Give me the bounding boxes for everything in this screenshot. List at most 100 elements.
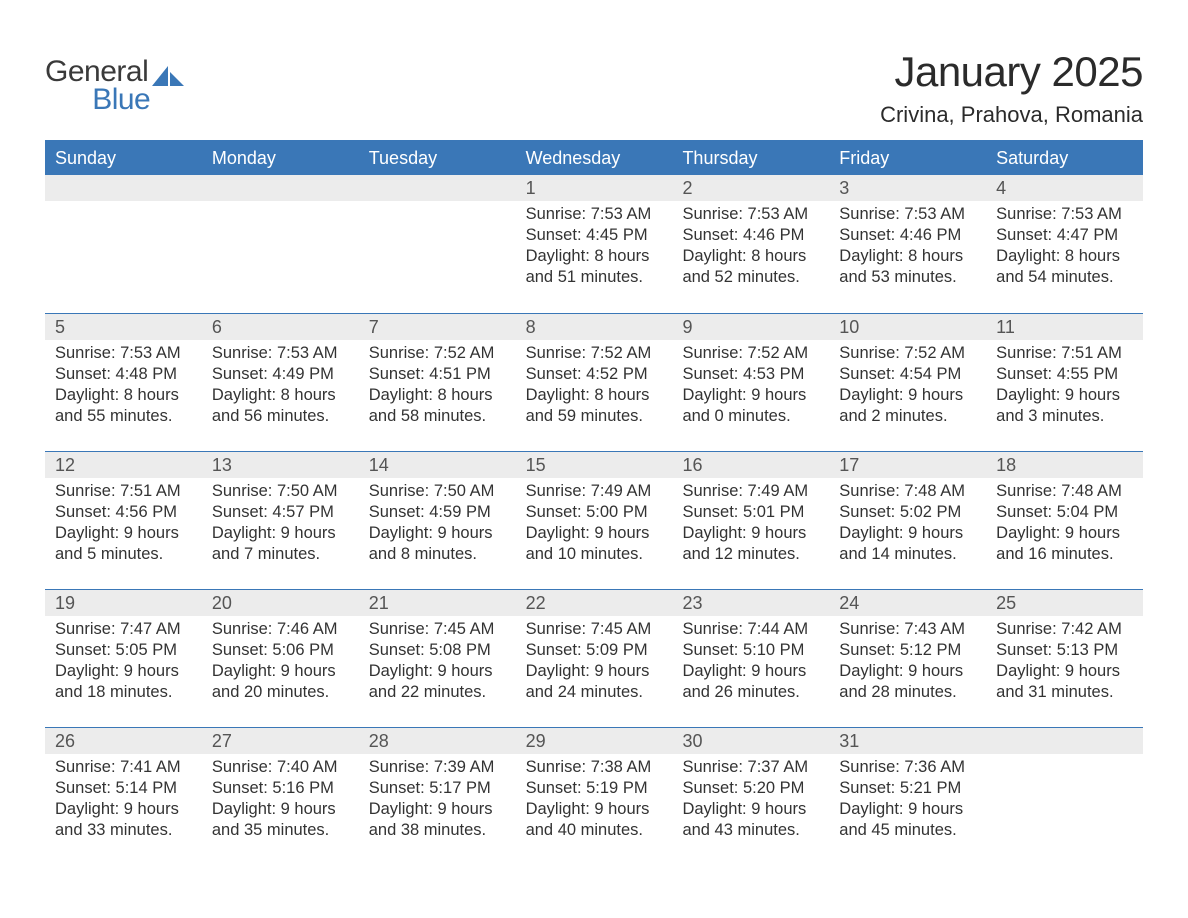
day-cell: 4Sunrise: 7:53 AMSunset: 4:47 PMDaylight… bbox=[986, 175, 1143, 313]
day-number: 30 bbox=[672, 728, 829, 754]
day-sunrise: Sunrise: 7:53 AM bbox=[996, 204, 1135, 225]
day-cell bbox=[986, 728, 1143, 865]
day-sunset: Sunset: 4:56 PM bbox=[55, 502, 194, 523]
day-number: 19 bbox=[45, 590, 202, 616]
day-dl1: Daylight: 9 hours bbox=[55, 661, 194, 682]
day-cell: 11 Sunrise: 7:51 AMSunset: 4:55 PMDayligh… bbox=[986, 314, 1143, 451]
day-dl2: and 45 minutes. bbox=[839, 820, 978, 841]
day-info: Sunrise: 7:48 AMSunset: 5:02 PMDaylight:… bbox=[839, 481, 978, 565]
day-dl1: Daylight: 9 hours bbox=[682, 523, 821, 544]
day-sunset: Sunset: 5:06 PM bbox=[212, 640, 351, 661]
day-sunrise: Sunrise: 7:52 AM bbox=[682, 343, 821, 364]
day-number: 17 bbox=[829, 452, 986, 478]
day-number: 23 bbox=[672, 590, 829, 616]
day-sunrise: Sunrise: 7:36 AM bbox=[839, 757, 978, 778]
day-number: 8 bbox=[516, 314, 673, 340]
day-cell: 20 Sunrise: 7:46 AMSunset: 5:06 PMDayligh… bbox=[202, 590, 359, 727]
day-cell: 19Sunrise: 7:47 AMSunset: 5:05 PMDayligh… bbox=[45, 590, 202, 727]
day-dl2: and 35 minutes. bbox=[212, 820, 351, 841]
day-cell: 9Sunrise: 7:52 AMSunset: 4:53 PMDaylight… bbox=[672, 314, 829, 451]
day-number: 31 bbox=[829, 728, 986, 754]
day-number: 11 bbox=[986, 314, 1143, 340]
day-number: 21 bbox=[359, 590, 516, 616]
day-number: 6 bbox=[202, 314, 359, 340]
day-sunrise: Sunrise: 7:47 AM bbox=[55, 619, 194, 640]
day-dl1: Daylight: 8 hours bbox=[212, 385, 351, 406]
day-sunset: Sunset: 4:46 PM bbox=[682, 225, 821, 246]
day-number: 27 bbox=[202, 728, 359, 754]
day-number bbox=[202, 175, 359, 201]
day-cell: 26 Sunrise: 7:41 AMSunset: 5:14 PMDayligh… bbox=[45, 728, 202, 865]
day-number bbox=[45, 175, 202, 201]
day-dl2: and 12 minutes. bbox=[682, 544, 821, 565]
day-dl1: Daylight: 8 hours bbox=[55, 385, 194, 406]
day-number: 10 bbox=[829, 314, 986, 340]
weekday-header-cell: Friday bbox=[829, 142, 986, 175]
day-number: 20 bbox=[202, 590, 359, 616]
month-title: January 2025 bbox=[880, 48, 1143, 96]
day-dl1: Daylight: 8 hours bbox=[839, 246, 978, 267]
day-info: Sunrise: 7:38 AMSunset: 5:19 PMDaylight:… bbox=[526, 757, 665, 841]
day-cell: 7Sunrise: 7:52 AMSunset: 4:51 PMDaylight… bbox=[359, 314, 516, 451]
day-number: 26 bbox=[45, 728, 202, 754]
day-dl2: and 38 minutes. bbox=[369, 820, 508, 841]
day-info: Sunrise: 7:52 AMSunset: 4:53 PMDaylight:… bbox=[682, 343, 821, 427]
day-info: Sunrise: 7:53 AMSunset: 4:45 PMDaylight:… bbox=[526, 204, 665, 288]
day-sunrise: Sunrise: 7:46 AM bbox=[212, 619, 351, 640]
day-dl1: Daylight: 9 hours bbox=[839, 799, 978, 820]
day-sunrise: Sunrise: 7:51 AM bbox=[996, 343, 1135, 364]
week-row: 12Sunrise: 7:51 AMSunset: 4:56 PMDayligh… bbox=[45, 451, 1143, 589]
day-dl1: Daylight: 8 hours bbox=[526, 385, 665, 406]
weekday-header-cell: Monday bbox=[202, 142, 359, 175]
day-number: 16 bbox=[672, 452, 829, 478]
day-number: 28 bbox=[359, 728, 516, 754]
day-sunrise: Sunrise: 7:52 AM bbox=[839, 343, 978, 364]
day-cell: 21Sunrise: 7:45 AMSunset: 5:08 PMDayligh… bbox=[359, 590, 516, 727]
day-sunset: Sunset: 4:48 PM bbox=[55, 364, 194, 385]
day-cell: 25Sunrise: 7:42 AMSunset: 5:13 PMDayligh… bbox=[986, 590, 1143, 727]
day-dl2: and 31 minutes. bbox=[996, 682, 1135, 703]
day-info: Sunrise: 7:52 AMSunset: 4:54 PMDaylight:… bbox=[839, 343, 978, 427]
day-cell: 12Sunrise: 7:51 AMSunset: 4:56 PMDayligh… bbox=[45, 452, 202, 589]
day-dl1: Daylight: 9 hours bbox=[682, 799, 821, 820]
day-info: Sunrise: 7:52 AMSunset: 4:51 PMDaylight:… bbox=[369, 343, 508, 427]
day-cell: 10 Sunrise: 7:52 AMSunset: 4:54 PMDayligh… bbox=[829, 314, 986, 451]
day-sunrise: Sunrise: 7:41 AM bbox=[55, 757, 194, 778]
day-sunrise: Sunrise: 7:48 AM bbox=[839, 481, 978, 502]
day-sunset: Sunset: 5:04 PM bbox=[996, 502, 1135, 523]
day-dl1: Daylight: 8 hours bbox=[526, 246, 665, 267]
day-cell: 14Sunrise: 7:50 AMSunset: 4:59 PMDayligh… bbox=[359, 452, 516, 589]
day-dl1: Daylight: 9 hours bbox=[212, 661, 351, 682]
day-sunrise: Sunrise: 7:42 AM bbox=[996, 619, 1135, 640]
day-dl1: Daylight: 9 hours bbox=[839, 385, 978, 406]
day-dl1: Daylight: 8 hours bbox=[996, 246, 1135, 267]
day-info: Sunrise: 7:41 AMSunset: 5:14 PMDaylight:… bbox=[55, 757, 194, 841]
day-sunset: Sunset: 5:02 PM bbox=[839, 502, 978, 523]
day-dl2: and 10 minutes. bbox=[526, 544, 665, 565]
day-dl2: and 16 minutes. bbox=[996, 544, 1135, 565]
day-dl2: and 55 minutes. bbox=[55, 406, 194, 427]
brand-logo: General Blue bbox=[45, 58, 186, 113]
day-dl1: Daylight: 9 hours bbox=[996, 661, 1135, 682]
day-sunset: Sunset: 5:09 PM bbox=[526, 640, 665, 661]
day-info: Sunrise: 7:45 AMSunset: 5:09 PMDaylight:… bbox=[526, 619, 665, 703]
day-sunset: Sunset: 4:57 PM bbox=[212, 502, 351, 523]
day-sunset: Sunset: 5:19 PM bbox=[526, 778, 665, 799]
day-dl1: Daylight: 9 hours bbox=[369, 799, 508, 820]
day-cell: 15Sunrise: 7:49 AMSunset: 5:00 PMDayligh… bbox=[516, 452, 673, 589]
day-dl2: and 40 minutes. bbox=[526, 820, 665, 841]
day-info: Sunrise: 7:51 AMSunset: 4:55 PMDaylight:… bbox=[996, 343, 1135, 427]
brand-word-blue: Blue bbox=[92, 86, 150, 114]
day-info: Sunrise: 7:52 AMSunset: 4:52 PMDaylight:… bbox=[526, 343, 665, 427]
day-sunset: Sunset: 4:49 PM bbox=[212, 364, 351, 385]
day-info: Sunrise: 7:46 AMSunset: 5:06 PMDaylight:… bbox=[212, 619, 351, 703]
calendar-page: General Blue January 2025 Crivina, Praho… bbox=[0, 0, 1188, 918]
day-dl1: Daylight: 9 hours bbox=[839, 661, 978, 682]
day-sunrise: Sunrise: 7:44 AM bbox=[682, 619, 821, 640]
day-number: 13 bbox=[202, 452, 359, 478]
day-dl1: Daylight: 9 hours bbox=[55, 523, 194, 544]
day-number: 18 bbox=[986, 452, 1143, 478]
day-sunset: Sunset: 5:13 PM bbox=[996, 640, 1135, 661]
day-sunrise: Sunrise: 7:37 AM bbox=[682, 757, 821, 778]
week-row: 1Sunrise: 7:53 AMSunset: 4:45 PMDaylight… bbox=[45, 175, 1143, 313]
